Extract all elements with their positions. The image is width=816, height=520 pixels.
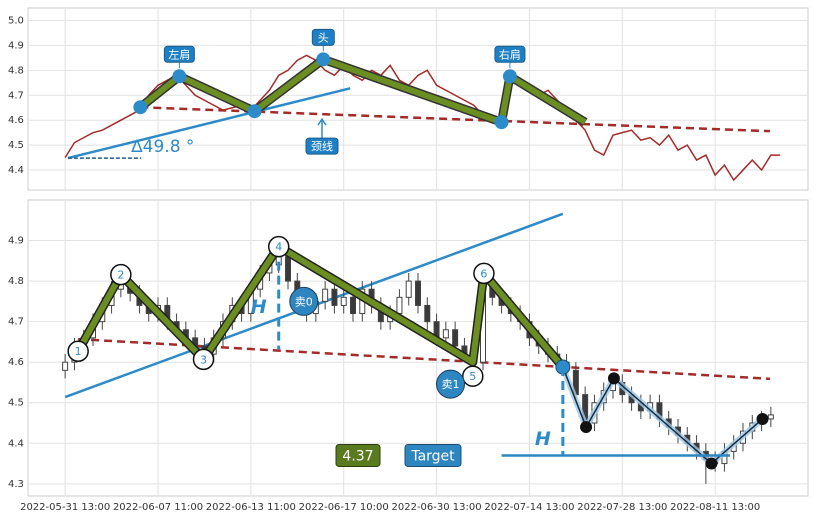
neckline xyxy=(78,337,771,381)
y-tick-label: 4.5 xyxy=(8,140,24,151)
y-tick-label: 4.9 xyxy=(8,236,24,247)
x-tick-label: 2022-06-30 13:00 xyxy=(392,502,482,513)
point-label: 6 xyxy=(480,267,487,280)
candle-body xyxy=(340,296,347,306)
target-label-box xyxy=(404,443,462,467)
pattern-point xyxy=(133,100,148,115)
y-tick-label: 4.3 xyxy=(8,479,24,490)
target-value: 4.37 xyxy=(342,448,373,464)
pattern-label: 头 xyxy=(318,31,329,44)
pattern-point xyxy=(316,52,331,67)
sell-signal xyxy=(436,369,465,399)
candle-body xyxy=(322,288,329,302)
pattern-point xyxy=(502,69,517,84)
height-label: H xyxy=(535,428,551,450)
x-tick-label: 2022-07-14 13:00 xyxy=(484,502,574,513)
angle-label: ∆49.8 ° xyxy=(130,137,194,157)
candle-body xyxy=(452,329,459,347)
x-tick-label: 2022-05-31 13:00 xyxy=(20,502,110,513)
sell-label: 卖0 xyxy=(295,295,313,308)
y-tick-label: 4.7 xyxy=(8,90,24,101)
candle-body xyxy=(405,280,412,298)
candle-body xyxy=(331,288,338,306)
candle-body xyxy=(396,296,403,315)
x-tick-label: 2022-08-11 13:00 xyxy=(670,502,760,513)
candle-body xyxy=(767,414,774,420)
pattern-label: 右肩 xyxy=(499,47,521,61)
pattern-point xyxy=(247,104,262,119)
y-tick-label: 4.6 xyxy=(8,115,24,126)
y-tick-label: 4.9 xyxy=(8,40,24,51)
target-label: Target xyxy=(410,448,455,464)
candle-body xyxy=(442,329,449,339)
point-label: 3 xyxy=(200,353,207,366)
trend-line xyxy=(67,87,351,160)
projection-point xyxy=(607,372,620,385)
sell-signal xyxy=(289,286,319,316)
y-tick-label: 4.4 xyxy=(8,438,24,449)
candle-body xyxy=(424,304,431,323)
point-label: 5 xyxy=(469,370,476,383)
sell-label: 卖1 xyxy=(442,378,460,391)
candle-body xyxy=(350,296,356,315)
neckline-label: 颈线 xyxy=(311,139,333,153)
plot-frame xyxy=(27,7,809,191)
x-tick-label: 2022-06-13 11:00 xyxy=(206,502,296,513)
y-tick-label: 4.8 xyxy=(8,276,24,287)
y-tick-label: 4.6 xyxy=(8,357,24,368)
pattern-label-box xyxy=(494,45,526,63)
pattern-label-box xyxy=(311,28,335,46)
pattern-point xyxy=(172,69,187,84)
y-tick-label: 4.8 xyxy=(8,65,24,76)
point-marker xyxy=(462,365,484,387)
point-marker xyxy=(110,263,132,286)
point-label: 1 xyxy=(75,345,82,358)
price-line xyxy=(64,54,781,182)
pattern-point xyxy=(494,115,509,130)
point-label: 4 xyxy=(275,241,282,254)
plot-frame xyxy=(27,199,809,497)
point-label: 2 xyxy=(117,269,124,282)
point-marker xyxy=(473,262,495,285)
x-tick-label: 2022-06-17 10:00 xyxy=(299,502,389,513)
point-marker xyxy=(267,235,290,258)
projection-point xyxy=(580,421,593,434)
projection-point xyxy=(705,457,718,470)
x-tick-label: 2022-06-07 11:00 xyxy=(113,502,203,513)
point-marker xyxy=(192,348,215,371)
neckline-arrow xyxy=(317,117,327,139)
y-tick-label: 4.5 xyxy=(8,398,24,409)
point-marker xyxy=(67,340,89,362)
pattern-label-box xyxy=(163,45,195,63)
x-tick-label: 2022-07-28 13:00 xyxy=(577,502,667,513)
target-value-box xyxy=(335,443,381,467)
y-tick-label: 4.4 xyxy=(8,165,24,176)
height-label: H xyxy=(251,296,267,318)
neckline-label-box xyxy=(305,137,339,155)
pattern-label: 左肩 xyxy=(168,47,190,61)
candle-body xyxy=(285,256,291,282)
y-tick-label: 4.7 xyxy=(8,317,24,328)
candle-body xyxy=(62,361,69,371)
y-tick-label: 5.0 xyxy=(8,15,24,26)
candle-body xyxy=(415,280,421,306)
projection-point xyxy=(756,412,769,425)
neckline xyxy=(140,105,770,133)
